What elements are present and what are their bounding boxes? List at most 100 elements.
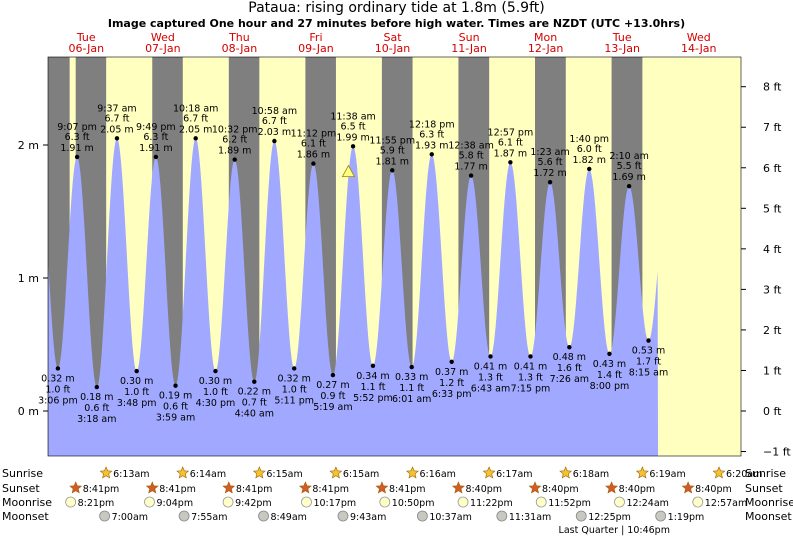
high-tide-point bbox=[390, 168, 395, 173]
low-tide-point bbox=[213, 368, 218, 374]
sunrise-time: 6:17am bbox=[496, 469, 532, 480]
high-tide-point bbox=[508, 160, 513, 165]
moonrise-icon bbox=[692, 496, 704, 508]
low-ft-label: 1.1 ft bbox=[360, 382, 385, 393]
day-weekday-label: Tue bbox=[612, 31, 632, 44]
low-m-label: 0.34 m bbox=[356, 371, 389, 382]
moonrise-time: 8:21pm bbox=[78, 498, 115, 509]
low-tide-point bbox=[370, 363, 376, 368]
sunset-time: 8:40pm bbox=[695, 484, 732, 495]
astro-rows: SunriseSunsetMoonriseMoonsetSunriseSunse… bbox=[2, 466, 793, 536]
high-ft-label: 6.7 ft bbox=[104, 113, 129, 124]
high-m-label: 1.69 m bbox=[612, 172, 645, 183]
low-tide-point bbox=[449, 359, 454, 364]
low-tide-point bbox=[55, 366, 61, 371]
right-axis-tick-label: 7 ft bbox=[763, 121, 782, 134]
high-m-label: 1.93 m bbox=[415, 140, 448, 151]
low-tide-point bbox=[607, 351, 612, 357]
high-ft-label: 6.3 ft bbox=[65, 132, 90, 143]
right-axis-tick-label: 8 ft bbox=[763, 81, 782, 94]
high-time-label: 1:40 pm bbox=[569, 134, 609, 145]
low-ft-label: 1.2 ft bbox=[439, 378, 464, 389]
sunset-icon bbox=[222, 481, 236, 494]
day-weekday-label: Fri bbox=[309, 31, 322, 44]
sunrise-time: 6:19am bbox=[649, 469, 685, 480]
high-ft-label: 6.7 ft bbox=[183, 113, 208, 124]
right-axis-tick-label: 1 ft bbox=[763, 364, 782, 377]
moonrise-icon bbox=[65, 496, 77, 508]
moonrise-icon bbox=[457, 496, 469, 508]
low-tide-point bbox=[528, 354, 533, 359]
day-date-label: 06-Jan bbox=[69, 42, 105, 55]
low-tide-point bbox=[409, 364, 414, 370]
high-tide-point bbox=[311, 161, 316, 166]
low-time-label: 4:30 pm bbox=[196, 398, 236, 409]
low-m-label: 0.32 m bbox=[41, 373, 74, 384]
right-axis-tick-label: 2 ft bbox=[763, 324, 782, 337]
sunset-icon bbox=[375, 481, 389, 494]
sunrise-icon bbox=[712, 466, 726, 479]
high-ft-label: 5.6 ft bbox=[538, 157, 563, 168]
sunrise-time: 6:18am bbox=[573, 469, 609, 480]
high-tide-point bbox=[350, 144, 356, 149]
day-weekday-label: Wed bbox=[151, 31, 175, 44]
day-date-label: 12-Jan bbox=[528, 42, 564, 55]
low-tide-point bbox=[292, 366, 297, 371]
right-axis-tick-label: 6 ft bbox=[763, 162, 782, 175]
moonrise-time: 9:42pm bbox=[235, 498, 272, 509]
right-axis-tick-label: 4 ft bbox=[763, 243, 782, 256]
sunset-icon bbox=[145, 481, 159, 494]
right-axis-tick-label: −1 ft bbox=[763, 446, 791, 459]
low-m-label: 0.32 m bbox=[277, 373, 310, 384]
sunset-icon bbox=[298, 481, 312, 494]
low-time-label: 8:15 am bbox=[629, 368, 668, 379]
day-date-label: 13-Jan bbox=[604, 42, 640, 55]
high-time-label: 11:55 pm bbox=[369, 135, 415, 146]
low-tide-point bbox=[252, 379, 257, 384]
low-m-label: 0.37 m bbox=[435, 367, 468, 378]
low-tide-point bbox=[330, 372, 336, 378]
left-axis: 0 m 1 m 2 m bbox=[18, 139, 48, 418]
right-axis-tick-label: 3 ft bbox=[763, 283, 782, 296]
high-m-label: 1.99 m bbox=[336, 132, 369, 143]
sunrise-row-label: Sunrise bbox=[2, 467, 43, 480]
moonset-icon bbox=[655, 510, 667, 522]
sunset-time: 8:41pm bbox=[312, 484, 349, 495]
high-m-label: 1.77 m bbox=[454, 162, 487, 173]
moonrise-icon bbox=[535, 496, 547, 508]
low-time-label: 8:00 pm bbox=[590, 381, 630, 392]
high-time-label: 2:10 am bbox=[609, 151, 648, 162]
low-m-label: 0.30 m bbox=[199, 376, 232, 387]
high-ft-label: 5.5 ft bbox=[617, 161, 642, 172]
high-ft-label: 6.3 ft bbox=[419, 129, 444, 140]
low-ft-label: 1.4 ft bbox=[597, 370, 622, 381]
day-weekday-label: Tue bbox=[76, 31, 96, 44]
low-m-label: 0.41 m bbox=[514, 361, 547, 372]
high-tide-point bbox=[468, 173, 474, 178]
sunset-time: 8:41pm bbox=[159, 484, 196, 495]
high-time-label: 10:58 am bbox=[252, 106, 297, 117]
high-tide-point bbox=[429, 152, 434, 157]
low-time-label: 3:48 pm bbox=[117, 398, 157, 409]
moonrise-time: 12:57am bbox=[705, 498, 747, 509]
moonset-time: 1:19pm bbox=[668, 512, 705, 523]
low-m-label: 0.22 m bbox=[238, 387, 271, 398]
sunrise-icon bbox=[406, 466, 419, 479]
low-m-label: 0.53 m bbox=[632, 346, 665, 357]
high-ft-label: 5.9 ft bbox=[380, 145, 405, 156]
day-date-label: 09-Jan bbox=[298, 42, 334, 55]
moonrise-time: 9:04pm bbox=[156, 498, 193, 509]
low-time-label: 4:40 am bbox=[235, 409, 274, 420]
low-m-label: 0.18 m bbox=[80, 392, 113, 403]
low-ft-label: 1.1 ft bbox=[399, 383, 424, 394]
sunrise-icon bbox=[559, 466, 573, 479]
high-ft-label: 6.7 ft bbox=[262, 116, 287, 127]
moonrise-row-label-right: Moonrise bbox=[745, 496, 793, 509]
sunset-row-label: Sunset bbox=[2, 482, 40, 495]
low-time-label: 7:15 pm bbox=[511, 383, 551, 394]
sunset-row-label-right: Sunset bbox=[745, 482, 783, 495]
low-time-label: 3:59 am bbox=[156, 413, 195, 424]
right-axis: −1 ft 0 ft 1 ft 2 ft 3 ft 4 ft 5 ft 6 ft 7 ft 8 f… bbox=[741, 81, 791, 459]
sunrise-time: 6:20am bbox=[726, 469, 762, 480]
sunrise-icon bbox=[252, 466, 266, 479]
